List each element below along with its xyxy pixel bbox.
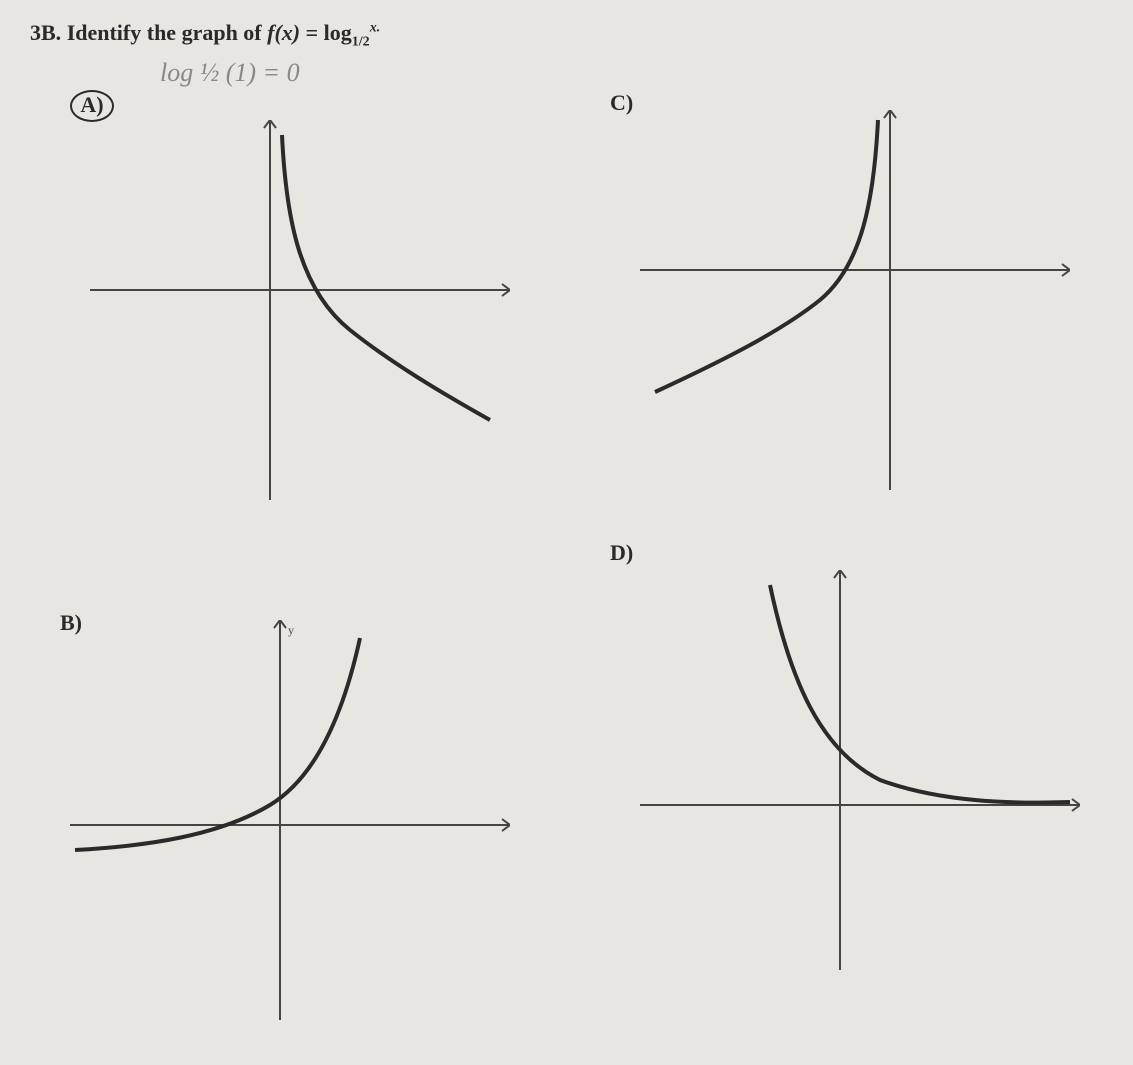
plot-b: y [70, 620, 510, 1020]
option-b-cell: B) y [30, 550, 570, 1010]
fn-lhs: f(x) [267, 20, 300, 45]
curve-d [770, 585, 1070, 803]
option-a-circle: A) [70, 90, 114, 122]
question-prompt: 3B. Identify the graph of f(x) = log1/2x… [30, 20, 1103, 50]
axis-y-label: y [288, 623, 294, 637]
fn-log: log [324, 20, 352, 45]
question-text: Identify the graph of [67, 20, 267, 45]
fn-arg: x. [370, 21, 381, 36]
plot-c [640, 110, 1070, 490]
option-d-label: D) [610, 540, 633, 566]
option-c-label: C) [610, 90, 633, 116]
option-a-label: A) [70, 90, 114, 122]
options-grid: A) C) B) y D [30, 80, 1103, 1020]
fn-sub: 1/2 [352, 34, 370, 49]
curve-c [655, 120, 878, 392]
plot-a [90, 120, 510, 500]
option-a-cell: A) [30, 80, 570, 520]
curve-b [75, 638, 360, 850]
plot-d [640, 570, 1080, 970]
equals: = [300, 20, 324, 45]
option-d-cell: D) [590, 520, 1130, 980]
curve-a [282, 135, 490, 420]
question-number: 3B. [30, 20, 61, 45]
option-c-cell: C) [590, 80, 1130, 520]
